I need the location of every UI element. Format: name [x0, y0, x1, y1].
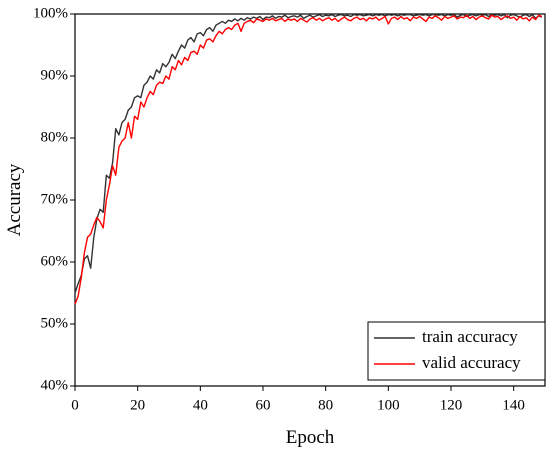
legend-label: valid accuracy — [422, 353, 521, 372]
y-tick-label: 90% — [41, 67, 69, 83]
y-tick-label: 70% — [41, 191, 69, 207]
series-line — [74, 13, 543, 294]
x-tick-label: 140 — [502, 397, 525, 413]
y-tick-label: 40% — [41, 377, 69, 393]
plot-frame — [74, 13, 546, 387]
x-tick-label: 20 — [130, 397, 145, 413]
series-line — [74, 14, 543, 305]
x-axis-title: Epoch — [286, 427, 335, 448]
y-tick-label: 60% — [41, 253, 69, 269]
x-tick-label: 60 — [256, 397, 271, 413]
y-tick-label: 50% — [41, 315, 69, 331]
legend-label: train accuracy — [422, 327, 518, 346]
legend-box — [367, 321, 546, 381]
y-tick-label: 100% — [33, 5, 68, 21]
x-tick-label: 100 — [377, 397, 400, 413]
x-tick-label: 120 — [440, 397, 463, 413]
y-axis-title: Accuracy — [4, 163, 25, 236]
x-tick-label: 40 — [193, 397, 208, 413]
x-tick-label: 80 — [318, 397, 333, 413]
x-tick-label: 0 — [71, 397, 79, 413]
y-tick-label: 80% — [41, 129, 69, 145]
